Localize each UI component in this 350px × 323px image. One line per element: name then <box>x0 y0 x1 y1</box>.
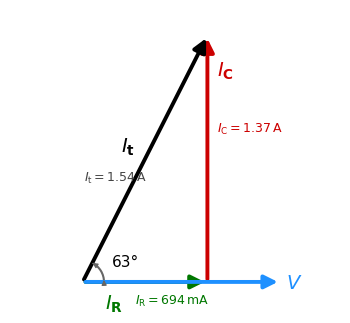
Text: $I_\mathrm{R}=694\,\mathrm{mA}$: $I_\mathrm{R}=694\,\mathrm{mA}$ <box>135 294 209 309</box>
Text: $I_\mathrm{t}=1.54\,\mathrm{A}$: $I_\mathrm{t}=1.54\,\mathrm{A}$ <box>84 171 147 186</box>
Text: 63°: 63° <box>112 255 139 270</box>
Text: $\mathbf{\it{V}}$: $\mathbf{\it{V}}$ <box>286 274 302 293</box>
Text: $\mathbf{\it{I}}_\mathbf{t}$: $\mathbf{\it{I}}_\mathbf{t}$ <box>121 136 135 158</box>
Text: $I_\mathrm{C}=1.37\,\mathrm{A}$: $I_\mathrm{C}=1.37\,\mathrm{A}$ <box>217 122 282 137</box>
Text: $\mathbf{\it{I}}_\mathbf{R}$: $\mathbf{\it{I}}_\mathbf{R}$ <box>105 294 123 315</box>
Text: $\mathbf{\it{I}}_\mathbf{C}$: $\mathbf{\it{I}}_\mathbf{C}$ <box>217 60 234 82</box>
